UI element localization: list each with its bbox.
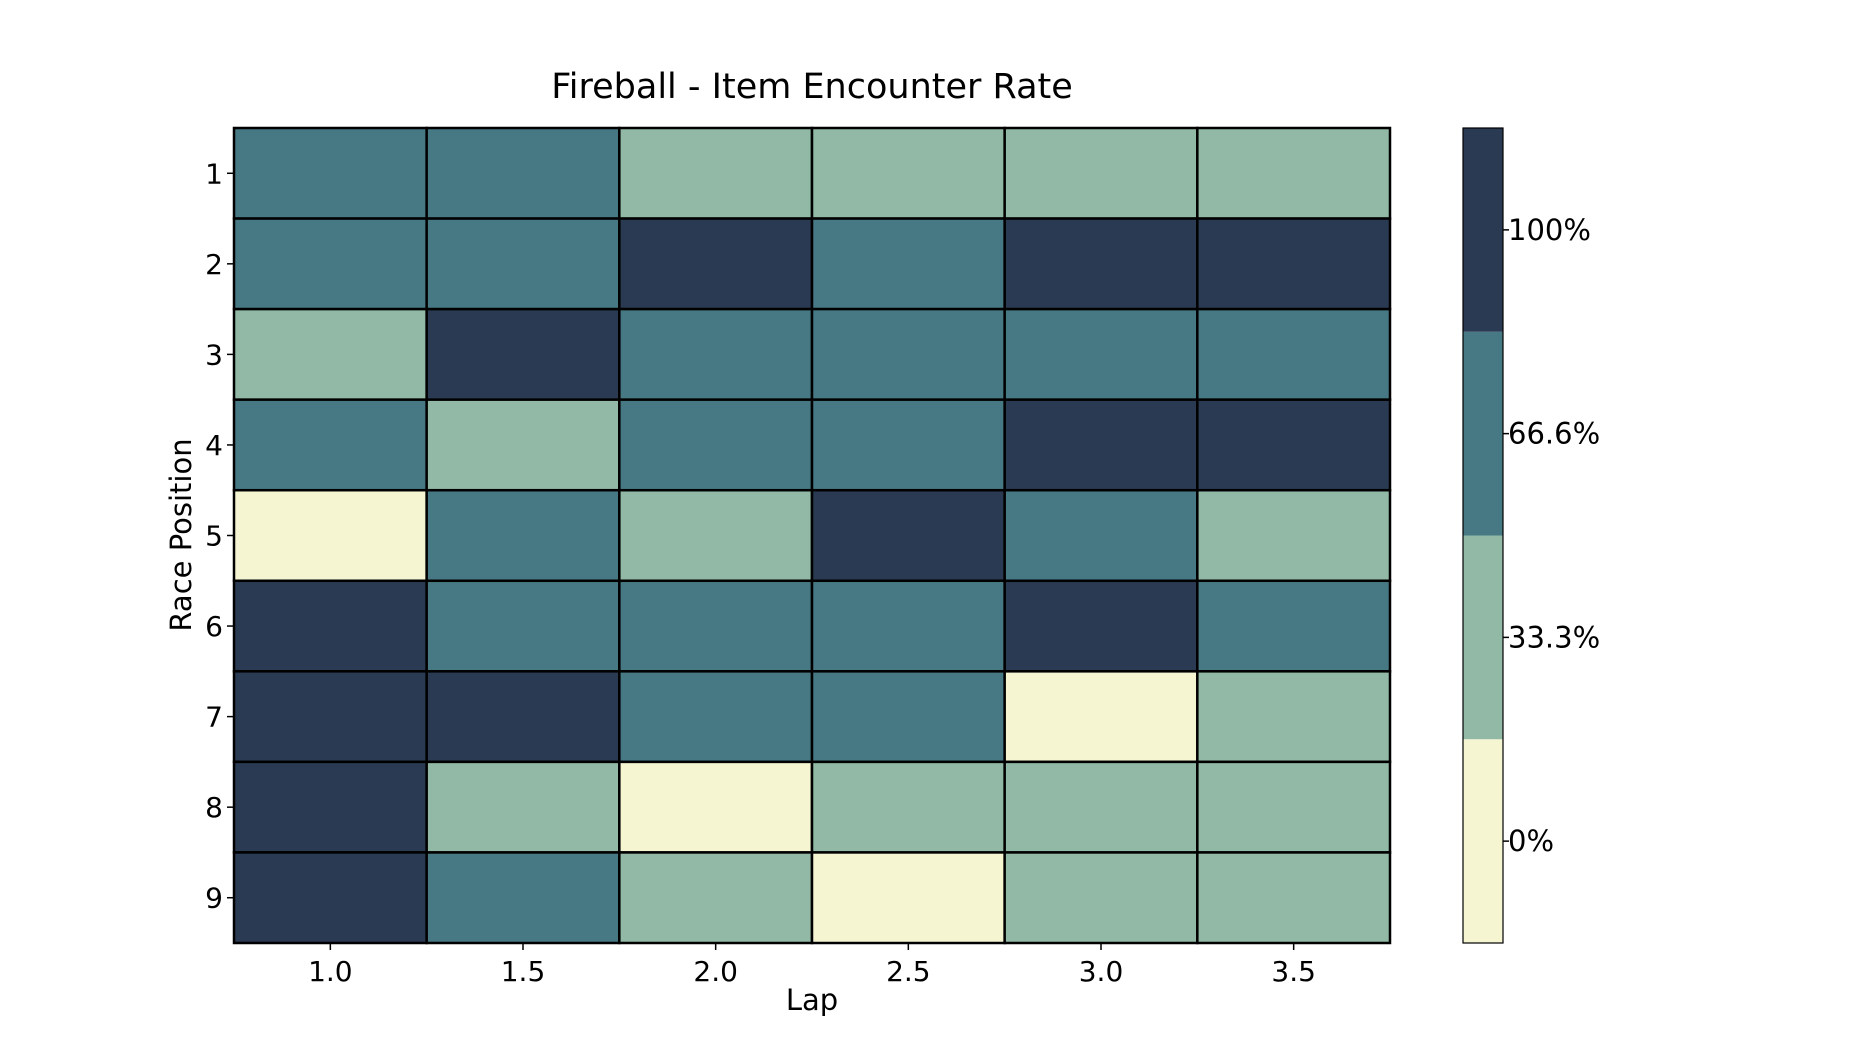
heatmap-cell bbox=[425, 851, 621, 945]
heatmap-cell bbox=[1196, 760, 1392, 854]
heatmap-cell bbox=[232, 851, 428, 945]
y-tick-label: 2 bbox=[205, 248, 223, 281]
y-tick-label: 5 bbox=[205, 520, 223, 553]
x-tick-label: 1.5 bbox=[501, 955, 546, 988]
colorbar-tick-label: 100% bbox=[1508, 213, 1591, 247]
colorbar-segment bbox=[1463, 739, 1503, 943]
colorbar: 0% 33.3% 66.6% 100% bbox=[1462, 127, 1600, 944]
heatmap-cell bbox=[425, 670, 621, 764]
heatmap-cell bbox=[810, 398, 1006, 492]
y-tick-label: 6 bbox=[205, 610, 223, 643]
y-tick-label: 7 bbox=[205, 701, 223, 734]
heatmap-cell bbox=[618, 760, 814, 854]
x-tick-label: 2.5 bbox=[886, 955, 931, 988]
heatmap-cell bbox=[232, 670, 428, 764]
heatmap-cell bbox=[425, 760, 621, 854]
heatmap-cell bbox=[1196, 851, 1392, 945]
heatmap-cell bbox=[618, 307, 814, 401]
heatmap-cell bbox=[1003, 217, 1199, 311]
heatmap-cell bbox=[1196, 579, 1392, 673]
chart-title: Fireball - Item Encounter Rate bbox=[551, 67, 1073, 107]
heatmap-cell bbox=[425, 126, 621, 220]
heatmap-cell bbox=[810, 760, 1006, 854]
heatmap-cell bbox=[810, 126, 1006, 220]
y-tick-label: 3 bbox=[205, 338, 223, 371]
x-axis-ticks: 1.0 1.5 2.0 2.5 3.0 3.5 bbox=[308, 943, 1316, 988]
heatmap-cell bbox=[618, 579, 814, 673]
colorbar-segment bbox=[1463, 535, 1503, 740]
heatmap-cell bbox=[618, 488, 814, 583]
heatmap-cell bbox=[232, 217, 428, 311]
heatmap-cell bbox=[618, 217, 814, 311]
heatmap-cell bbox=[1196, 670, 1392, 764]
heatmap-cells bbox=[232, 126, 1392, 945]
heatmap-cell bbox=[618, 126, 814, 220]
heatmap-cell bbox=[618, 670, 814, 764]
x-tick-label: 3.0 bbox=[1079, 955, 1124, 988]
heatmap-cell bbox=[425, 579, 621, 673]
heatmap-cell bbox=[232, 760, 428, 854]
colorbar-frame bbox=[1462, 127, 1504, 944]
heatmap-cell bbox=[810, 307, 1006, 401]
y-tick-label: 4 bbox=[205, 429, 223, 462]
heatmap-cell bbox=[1003, 398, 1199, 492]
heatmap-cell bbox=[1003, 579, 1199, 673]
y-axis-label: Race Position bbox=[164, 438, 198, 631]
heatmap-cell bbox=[425, 217, 621, 311]
heatmap-cell bbox=[1196, 126, 1392, 220]
heatmap-cell bbox=[1196, 488, 1392, 583]
colorbar-segment bbox=[1463, 331, 1503, 536]
colorbar-tick-label: 0% bbox=[1508, 824, 1554, 858]
heatmap-cell bbox=[1196, 307, 1392, 401]
heatmap-cell bbox=[810, 670, 1006, 764]
x-tick-label: 3.5 bbox=[1271, 955, 1316, 988]
x-axis-label: Lap bbox=[786, 983, 838, 1017]
heatmap-cell bbox=[232, 579, 428, 673]
x-tick-label: 1.0 bbox=[308, 955, 353, 988]
heatmap-cell bbox=[1003, 488, 1199, 583]
colorbar-tick-label: 33.3% bbox=[1508, 620, 1600, 654]
heatmap-cell bbox=[1196, 398, 1392, 492]
heatmap-cell bbox=[810, 579, 1006, 673]
heatmap-cell bbox=[810, 488, 1006, 583]
heatmap-cell bbox=[618, 398, 814, 492]
y-tick-label: 9 bbox=[205, 882, 223, 915]
heatmap-cell bbox=[232, 126, 428, 220]
heatmap-cell bbox=[1003, 851, 1199, 945]
heatmap-cell bbox=[232, 307, 428, 401]
heatmap-cell bbox=[1003, 307, 1199, 401]
heatmap-cell bbox=[232, 398, 428, 492]
heatmap-cell bbox=[618, 851, 814, 945]
heatmap-cell bbox=[1003, 670, 1199, 764]
heatmap-cell bbox=[1003, 126, 1199, 220]
y-tick-label: 1 bbox=[205, 157, 223, 190]
heatmap-cell bbox=[425, 398, 621, 492]
heatmap-cell bbox=[810, 217, 1006, 311]
heatmap-cell bbox=[425, 488, 621, 583]
y-axis-ticks: 1 2 3 4 5 6 7 8 9 bbox=[205, 157, 234, 915]
heatmap-cell bbox=[425, 307, 621, 401]
heatmap-cell bbox=[232, 488, 428, 583]
heatmap-cell bbox=[1196, 217, 1392, 311]
heatmap-cell bbox=[810, 851, 1006, 945]
heatmap-cell bbox=[1003, 760, 1199, 854]
x-tick-label: 2.0 bbox=[693, 955, 738, 988]
colorbar-tick-label: 66.6% bbox=[1508, 417, 1600, 451]
y-tick-label: 8 bbox=[205, 791, 223, 824]
colorbar-segment bbox=[1463, 128, 1503, 332]
